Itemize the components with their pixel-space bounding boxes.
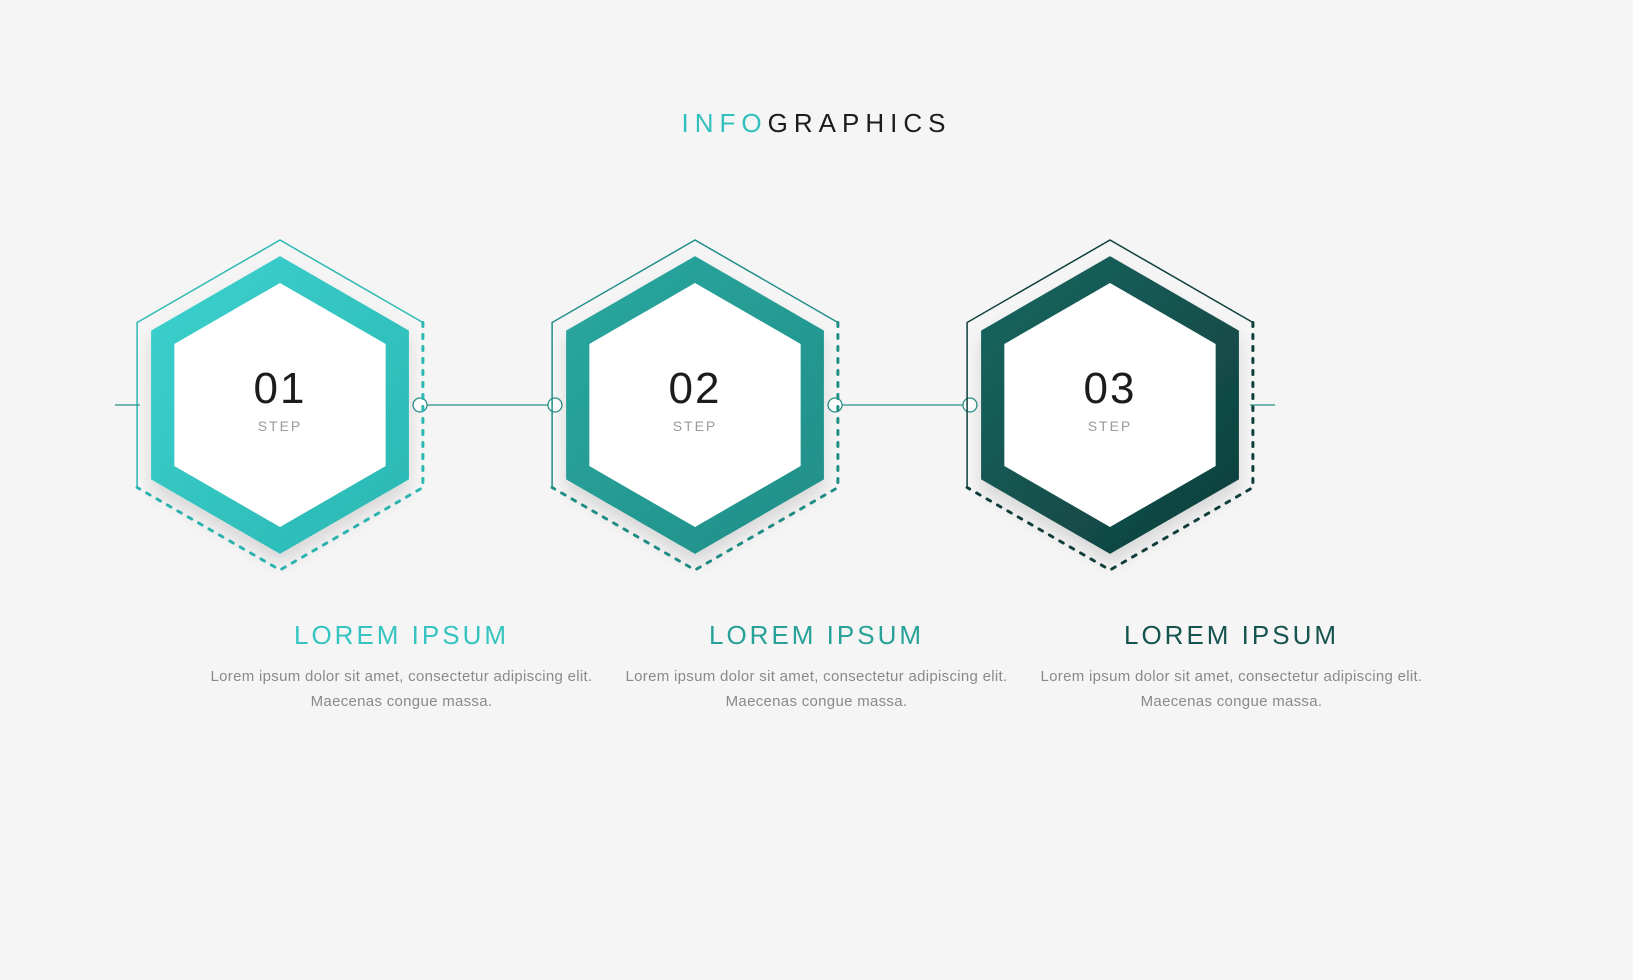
connector-dot xyxy=(963,398,977,412)
step-label: STEP xyxy=(1088,418,1133,434)
captions-row: LOREM IPSUMLorem ipsum dolor sit amet, c… xyxy=(0,620,1633,715)
step-caption: LOREM IPSUM Lorem ipsum dolor sit amet, c… xyxy=(1024,620,1439,715)
step-caption: LOREM IPSUM Lorem ipsum dolor sit amet, c… xyxy=(609,620,1024,715)
caption-title: LOREM IPSUM xyxy=(1024,620,1439,651)
step-hexagon: 03 STEP xyxy=(967,240,1253,570)
connector-dot xyxy=(548,398,562,412)
caption-body: Lorem ipsum dolor sit amet, consectetur … xyxy=(609,665,1024,715)
connector-dot xyxy=(828,398,842,412)
caption-body: Lorem ipsum dolor sit amet, consectetur … xyxy=(1024,665,1439,715)
connector-dot xyxy=(413,398,427,412)
caption-body: Lorem ipsum dolor sit amet, consectetur … xyxy=(194,665,609,715)
infographic-canvas: 01 STEP 02 STEP 03 STEP xyxy=(0,0,1633,620)
step-label: STEP xyxy=(258,418,303,434)
caption-title: LOREM IPSUM xyxy=(194,620,609,651)
step-number: 02 xyxy=(669,364,722,413)
step-number: 03 xyxy=(1084,364,1137,413)
caption-title: LOREM IPSUM xyxy=(609,620,1024,651)
step-number: 01 xyxy=(254,364,307,413)
step-label: STEP xyxy=(673,418,718,434)
step-hexagon: 01 STEP xyxy=(137,240,423,570)
step-hexagon: 02 STEP xyxy=(552,240,838,570)
step-caption: LOREM IPSUM Lorem ipsum dolor sit amet, c… xyxy=(194,620,609,715)
